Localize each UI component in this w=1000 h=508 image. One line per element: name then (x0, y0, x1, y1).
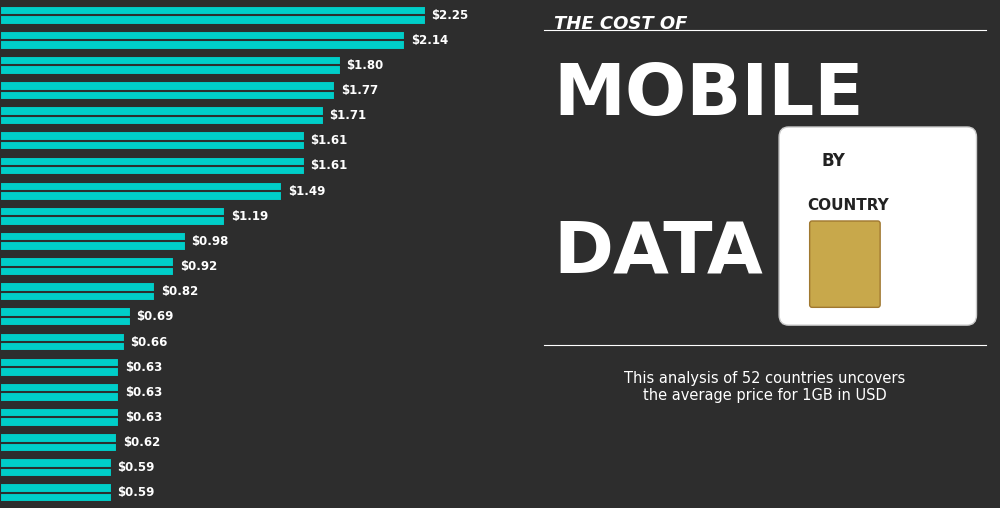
FancyBboxPatch shape (810, 221, 880, 307)
Bar (0, 182, 282, 201)
Bar (0, 358, 119, 376)
Text: $2.25: $2.25 (432, 9, 469, 21)
Bar (0, 31, 405, 50)
Text: COUNTRY: COUNTRY (807, 198, 889, 213)
Bar (0, 257, 174, 276)
Bar (0, 333, 125, 352)
Text: $0.63: $0.63 (125, 386, 162, 399)
Bar (0, 56, 341, 75)
Text: $0.98: $0.98 (191, 235, 229, 248)
Bar (0, 408, 119, 427)
Text: BY: BY (821, 152, 845, 170)
Text: $1.19: $1.19 (231, 210, 268, 223)
Text: MOBILE: MOBILE (554, 61, 864, 130)
Text: $0.66: $0.66 (131, 335, 168, 348)
Text: $0.62: $0.62 (123, 436, 160, 449)
Text: $0.63: $0.63 (125, 361, 162, 374)
Bar (0, 383, 119, 402)
Text: $0.63: $0.63 (125, 411, 162, 424)
Text: $0.82: $0.82 (161, 285, 198, 298)
Text: $0.59: $0.59 (117, 487, 155, 499)
Bar (0, 232, 186, 251)
Text: $1.80: $1.80 (346, 59, 384, 72)
Bar (0, 6, 426, 24)
Text: $0.59: $0.59 (117, 461, 155, 474)
Bar (0, 307, 131, 326)
Text: This analysis of 52 countries uncovers
the average price for 1GB in USD: This analysis of 52 countries uncovers t… (624, 371, 906, 403)
FancyBboxPatch shape (779, 127, 976, 325)
Text: $1.49: $1.49 (288, 184, 325, 198)
Text: THE COST OF: THE COST OF (554, 15, 687, 33)
Text: $2.14: $2.14 (411, 34, 448, 47)
Bar (0, 156, 305, 175)
Text: $0.92: $0.92 (180, 260, 217, 273)
Bar (0, 106, 324, 125)
Bar (0, 81, 335, 100)
Bar (0, 132, 305, 150)
Bar (0, 433, 117, 452)
Text: $1.71: $1.71 (329, 109, 366, 122)
Bar (0, 207, 225, 226)
Bar (0, 484, 112, 502)
Text: $1.61: $1.61 (310, 134, 348, 147)
Bar (0, 282, 155, 301)
Bar (0, 458, 112, 477)
Text: DATA: DATA (554, 218, 763, 288)
Text: $0.69: $0.69 (136, 310, 174, 324)
Text: $1.61: $1.61 (310, 160, 348, 173)
Text: $1.77: $1.77 (341, 84, 378, 97)
